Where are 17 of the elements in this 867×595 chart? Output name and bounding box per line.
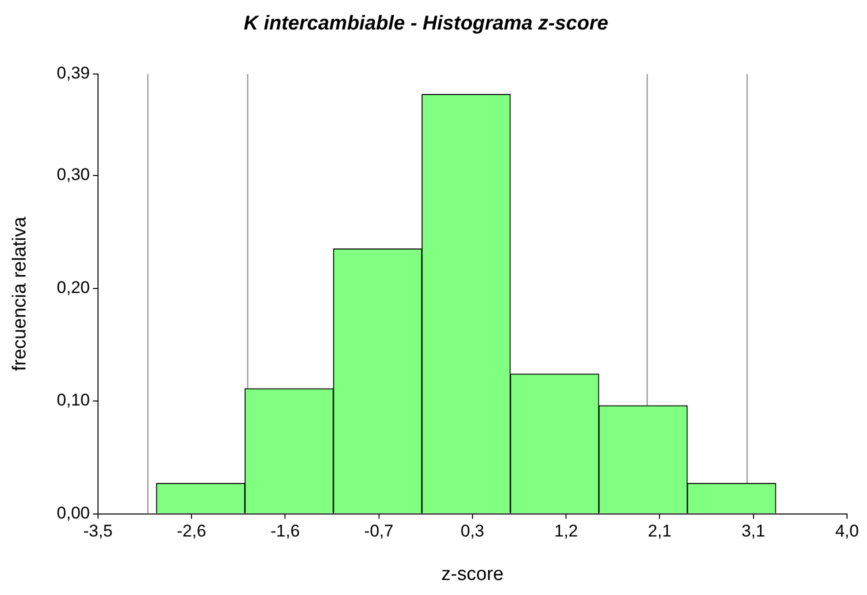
x-tick-label: -2,6 [176, 522, 206, 541]
x-axis-title: z-score [441, 564, 504, 585]
x-tick-label: 3,1 [742, 522, 766, 541]
x-tick-label: -0,7 [364, 522, 394, 541]
y-tick-label: 0,00 [56, 503, 90, 522]
x-tick-label: 4,0 [835, 522, 859, 541]
x-tick-label: 2,1 [648, 522, 672, 541]
y-tick-label: 0,10 [56, 390, 90, 410]
x-tick-label: -1,6 [270, 522, 300, 541]
y-axis-title: frecuencia relativa [10, 216, 31, 371]
y-tick-label: 0,39 [56, 64, 90, 83]
x-tick-label: 1,2 [554, 522, 578, 541]
y-tick-label: 0,20 [56, 278, 90, 297]
x-tick-label: -3,5 [83, 522, 113, 541]
chart-title: K intercambiable - Histograma z-score [244, 12, 608, 35]
x-tick-label: 0,3 [460, 522, 484, 541]
y-tick-label: 0,30 [56, 165, 90, 184]
